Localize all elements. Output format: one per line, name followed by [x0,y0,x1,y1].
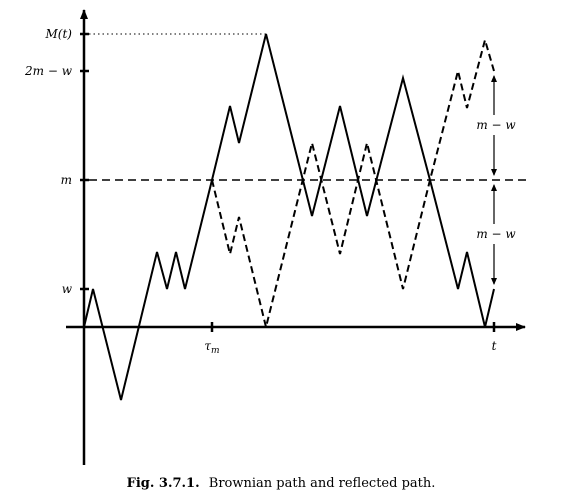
caption-text: Brownian path and reflected path. [208,476,436,491]
caption-label: Fig. 3.7.1. [126,476,200,491]
label-2m-w: 2m − w [24,64,73,78]
label-m: m [61,173,72,187]
brownian-path [83,33,495,401]
brownian-reflection-diagram: M(t) 2m − w m w τm t m − w m − w [24,9,526,465]
reflected-path [211,36,495,328]
label-t: t [492,339,497,353]
upper-gap-label: m − w [476,118,516,132]
lower-gap-label: m − w [476,227,516,241]
label-w: w [62,282,73,296]
label-tau-m: τm [204,339,219,356]
label-Mt: M(t) [45,27,73,41]
figure-caption: Fig. 3.7.1. Brownian path and reflected … [0,476,562,491]
